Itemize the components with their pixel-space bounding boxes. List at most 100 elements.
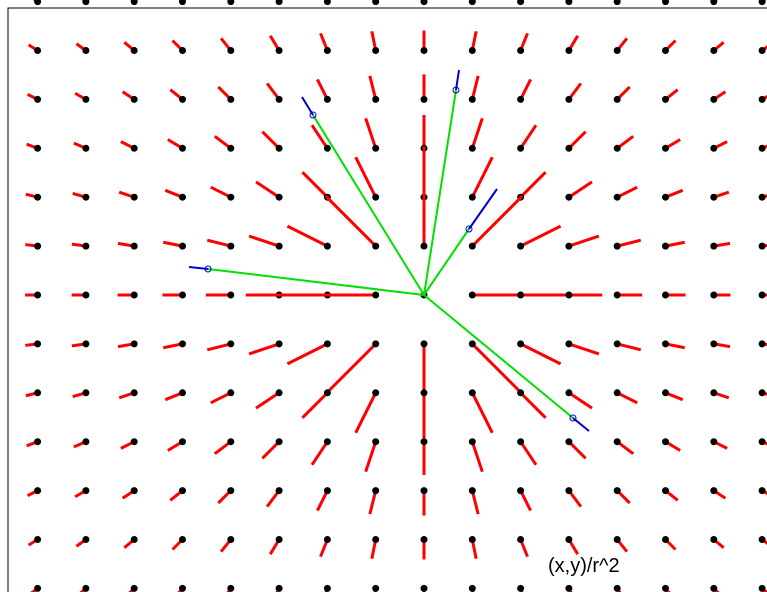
marker bbox=[420, 0, 428, 6]
marker bbox=[130, 193, 138, 201]
marker bbox=[34, 584, 42, 592]
vector bbox=[519, 440, 538, 466]
marker bbox=[179, 584, 186, 592]
marker bbox=[517, 438, 525, 446]
marker bbox=[275, 536, 283, 543]
vector bbox=[368, 75, 378, 100]
marker bbox=[517, 0, 525, 6]
vector bbox=[286, 342, 329, 366]
marker bbox=[662, 47, 669, 54]
marker bbox=[275, 95, 283, 103]
vector bbox=[470, 75, 480, 100]
marker bbox=[758, 438, 766, 446]
marker bbox=[565, 438, 573, 446]
marker bbox=[662, 242, 669, 250]
vector bbox=[470, 117, 484, 149]
marker bbox=[468, 584, 476, 592]
marker bbox=[323, 47, 331, 54]
marker bbox=[179, 536, 186, 543]
marker bbox=[468, 0, 476, 6]
vector bbox=[471, 342, 524, 395]
marker bbox=[275, 242, 283, 250]
marker bbox=[758, 95, 766, 103]
marker bbox=[662, 144, 669, 152]
marker bbox=[758, 47, 766, 54]
marker bbox=[372, 438, 380, 446]
marker bbox=[82, 487, 90, 495]
marker bbox=[82, 340, 90, 348]
marker bbox=[613, 242, 621, 250]
vector bbox=[470, 490, 480, 515]
vector bbox=[354, 156, 378, 198]
marker bbox=[662, 536, 669, 543]
vector bbox=[255, 180, 280, 199]
marker bbox=[758, 242, 766, 250]
vector bbox=[568, 342, 600, 356]
marker bbox=[130, 0, 138, 6]
marker bbox=[323, 536, 331, 543]
marker bbox=[468, 291, 476, 299]
vector bbox=[310, 440, 329, 466]
marker bbox=[227, 242, 235, 250]
marker bbox=[517, 536, 525, 543]
marker bbox=[710, 193, 718, 201]
marker bbox=[565, 584, 573, 592]
marker bbox=[323, 438, 331, 446]
marker bbox=[517, 389, 525, 397]
marker bbox=[662, 389, 669, 397]
marker bbox=[34, 0, 42, 6]
marker bbox=[758, 291, 766, 299]
vector bbox=[324, 342, 377, 395]
marker bbox=[82, 536, 90, 543]
marker bbox=[565, 340, 573, 348]
marker bbox=[420, 487, 428, 495]
marker bbox=[613, 389, 621, 397]
marker bbox=[179, 438, 186, 446]
marker bbox=[517, 584, 525, 592]
marker bbox=[130, 438, 138, 446]
marker bbox=[710, 438, 718, 446]
marker bbox=[82, 389, 90, 397]
marker bbox=[613, 0, 621, 6]
marker bbox=[227, 487, 235, 495]
marker bbox=[82, 47, 90, 54]
marker bbox=[662, 438, 669, 446]
marker bbox=[613, 95, 621, 103]
marker bbox=[275, 144, 283, 152]
marker bbox=[82, 144, 90, 152]
marker bbox=[613, 536, 621, 543]
marker bbox=[323, 0, 331, 6]
marker bbox=[662, 95, 669, 103]
marker bbox=[420, 242, 428, 250]
vector bbox=[324, 195, 377, 248]
marker bbox=[34, 242, 42, 250]
marker bbox=[82, 438, 90, 446]
vector bbox=[471, 195, 524, 248]
vector bbox=[316, 489, 329, 512]
marker bbox=[82, 242, 90, 250]
vector bbox=[568, 234, 600, 248]
marker bbox=[34, 95, 42, 103]
marker bbox=[565, 193, 573, 201]
marker bbox=[662, 291, 669, 299]
trajectories bbox=[188, 69, 590, 432]
plot-frame bbox=[7, 7, 767, 592]
marker bbox=[372, 389, 380, 397]
marker bbox=[323, 340, 331, 348]
marker bbox=[227, 193, 235, 201]
marker bbox=[710, 340, 718, 348]
marker bbox=[372, 584, 380, 592]
marker bbox=[323, 242, 331, 250]
marker bbox=[34, 438, 42, 446]
vector bbox=[248, 234, 280, 248]
marker bbox=[130, 584, 138, 592]
field bbox=[25, 0, 767, 592]
vector bbox=[519, 78, 532, 101]
marker bbox=[710, 144, 718, 152]
marker bbox=[613, 340, 621, 348]
marker bbox=[227, 536, 235, 543]
marker bbox=[517, 144, 525, 152]
marker bbox=[468, 536, 476, 543]
